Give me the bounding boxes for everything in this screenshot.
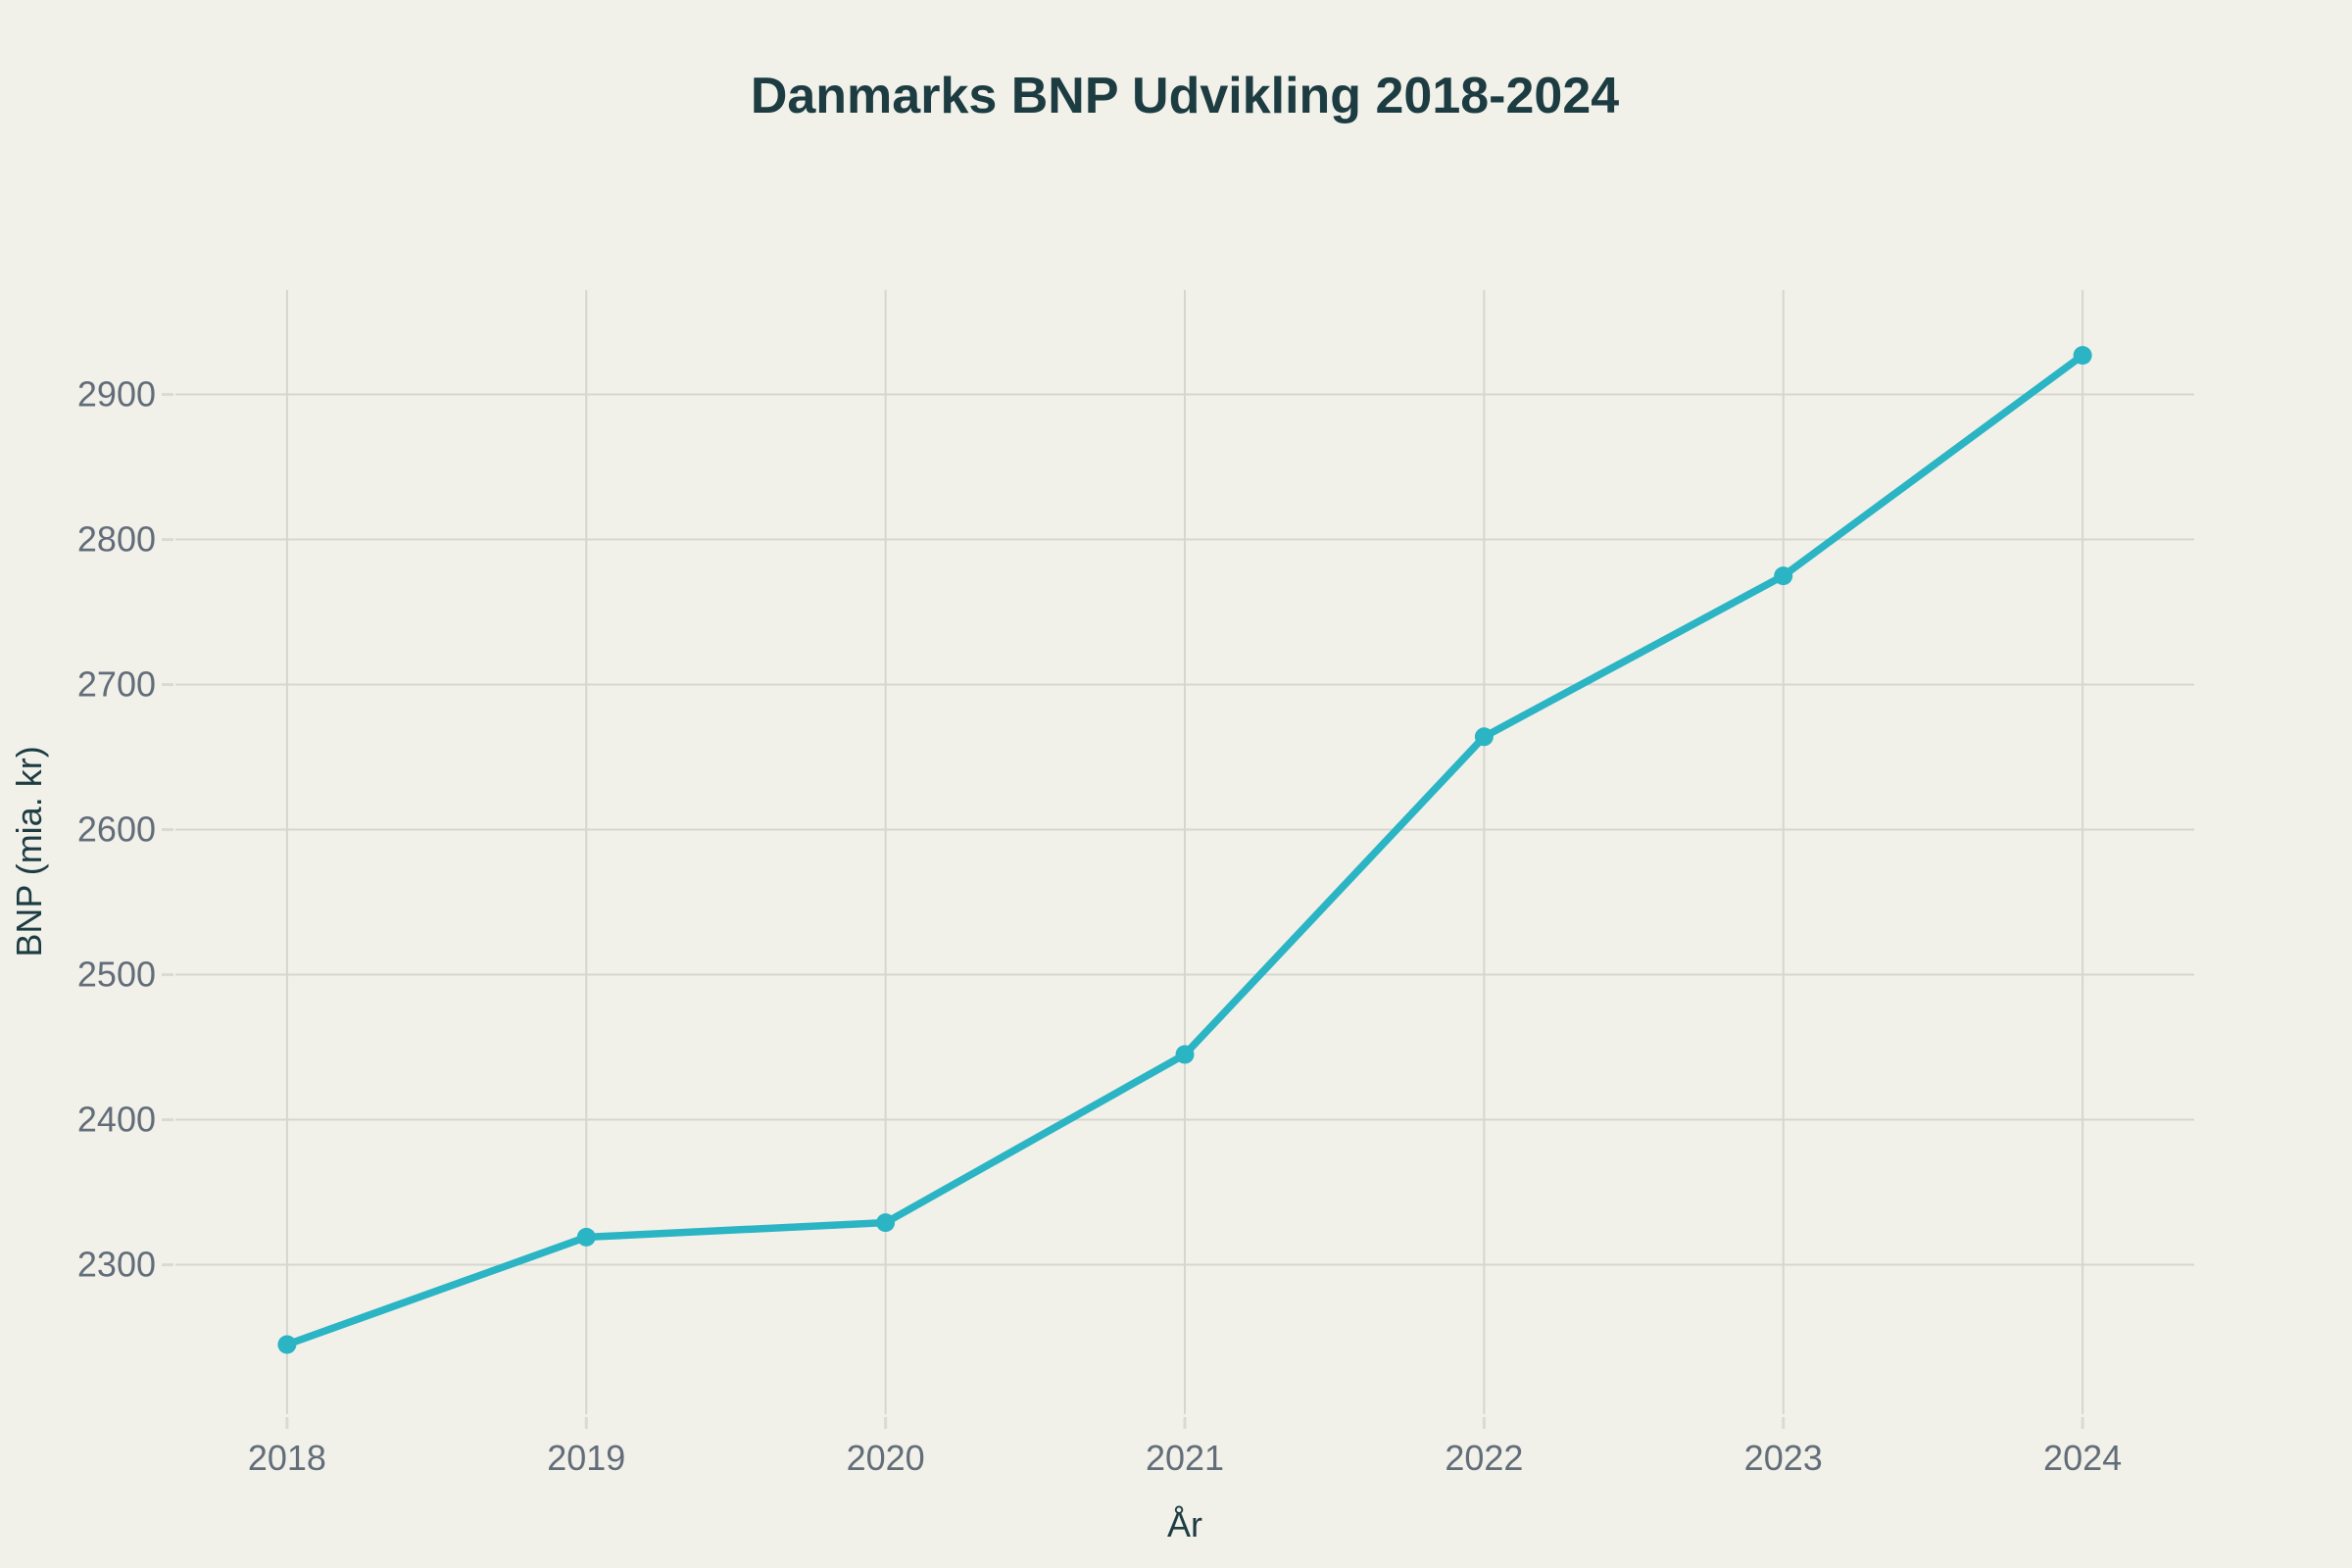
data-series xyxy=(277,346,2092,1354)
y-tick-label: 2900 xyxy=(77,374,156,415)
y-tick-label: 2800 xyxy=(77,519,156,560)
x-tick-label: 2021 xyxy=(1146,1438,1224,1478)
y-tick-label: 2600 xyxy=(77,809,156,850)
chart-title: Danmarks BNP Udvikling 2018-2024 xyxy=(751,68,1619,124)
data-point-2023 xyxy=(1774,566,1793,586)
data-point-2020 xyxy=(876,1213,896,1233)
y-tick-label: 2500 xyxy=(77,955,156,995)
gridlines xyxy=(175,290,2194,1414)
data-point-2019 xyxy=(576,1227,596,1247)
data-point-2021 xyxy=(1175,1045,1195,1064)
data-point-2022 xyxy=(1474,727,1494,747)
data-point-2024 xyxy=(2073,346,2092,366)
x-tick-label: 2019 xyxy=(547,1438,625,1478)
data-point-2018 xyxy=(277,1335,297,1354)
y-tick-label: 2300 xyxy=(77,1245,156,1285)
y-axis-title: BNP (mia. kr) xyxy=(9,746,49,956)
y-tick-label: 2400 xyxy=(77,1100,156,1140)
x-axis-title: År xyxy=(1167,1504,1202,1544)
x-tick-label: 2020 xyxy=(847,1438,925,1478)
x-tick-label: 2024 xyxy=(2043,1438,2122,1478)
x-tick-label: 2018 xyxy=(248,1438,326,1478)
tick-labels: 2300 2400 2500 2600 2700 2800 2900 2018 2019 2020… xyxy=(77,374,2122,1478)
tick-marks xyxy=(162,393,2084,1429)
x-tick-label: 2022 xyxy=(1445,1438,1523,1478)
x-tick-label: 2023 xyxy=(1744,1438,1823,1478)
y-tick-label: 2700 xyxy=(77,664,156,705)
